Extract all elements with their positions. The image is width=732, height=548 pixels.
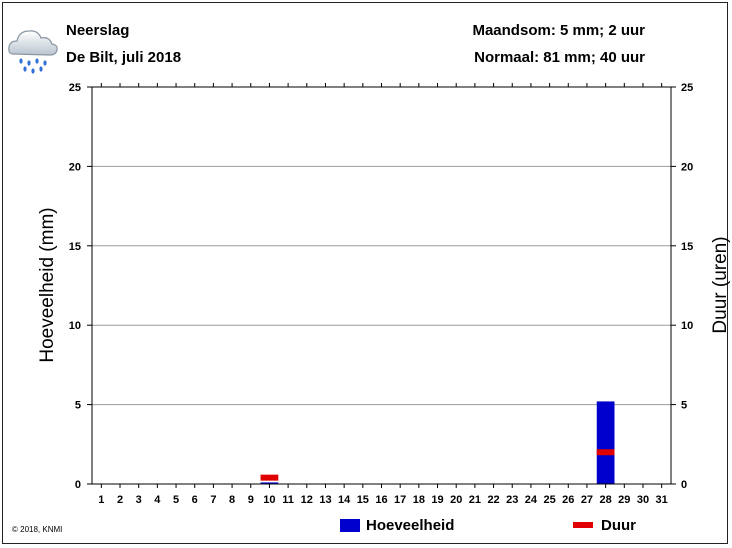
- x-tick-label: 29: [618, 494, 630, 506]
- copyright: © 2018, KNMI: [12, 525, 62, 534]
- x-tick-label: 23: [506, 494, 518, 506]
- duration-marker: [596, 449, 615, 456]
- amount-bar: [260, 482, 279, 484]
- x-tick-label: 21: [469, 494, 481, 506]
- y-tick-labels-right: 0 5 10 15 20 25: [681, 82, 693, 491]
- y-tick-label: 0: [75, 479, 81, 491]
- x-tick-label: 27: [581, 494, 593, 506]
- chart-subtitle: De Bilt, juli 2018: [66, 49, 181, 66]
- legend-swatch-amount: [340, 519, 360, 532]
- y2-tick-label: 5: [681, 400, 687, 412]
- grid-lines: [92, 165, 671, 406]
- x-tick-label: 6: [192, 494, 198, 506]
- x-tick-label: 7: [210, 494, 216, 506]
- x-tick-labels: 1 2 3 4 5 6 7 8 9 10 11 12 13 14 15 16 17 18 19 20 21 22 23 24 2…: [98, 494, 668, 506]
- y2-tick-label: 15: [681, 241, 693, 253]
- axes: [87, 83, 676, 488]
- amount-bars: [260, 401, 615, 484]
- legend: Hoeveelheid Duur: [340, 517, 636, 534]
- x-tick-label: 14: [338, 494, 351, 506]
- y-tick-label: 10: [69, 320, 81, 332]
- x-tick-label: 5: [173, 494, 179, 506]
- x-tick-label: 31: [656, 494, 668, 506]
- y2-tick-label: 20: [681, 161, 693, 173]
- y-axis-label-right: Duur (uren): [710, 236, 731, 333]
- duration-markers: [260, 449, 615, 481]
- y-tick-label: 5: [75, 400, 81, 412]
- x-tick-label: 22: [487, 494, 499, 506]
- x-tick-label: 26: [562, 494, 574, 506]
- x-tick-label: 20: [450, 494, 462, 506]
- plot-area-border: [91, 86, 672, 485]
- x-tick-label: 24: [525, 494, 538, 506]
- x-tick-label: 30: [637, 494, 649, 506]
- x-tick-label: 11: [282, 494, 294, 506]
- x-tick-label: 4: [154, 494, 161, 506]
- x-tick-label: 12: [301, 494, 313, 506]
- y-tick-labels-left: 0 5 10 15 20 25: [69, 82, 81, 491]
- legend-label-amount: Hoeveelheid: [366, 517, 454, 534]
- x-tick-label: 16: [375, 494, 387, 506]
- x-tick-label: 9: [248, 494, 254, 506]
- rain-cloud-icon: [8, 30, 58, 74]
- y2-tick-label: 25: [681, 82, 693, 94]
- x-tick-label: 18: [413, 494, 425, 506]
- y-axis-label-left: Hoeveelheid (mm): [37, 207, 58, 362]
- x-tick-label: 17: [394, 494, 406, 506]
- x-tick-label: 3: [136, 494, 142, 506]
- x-tick-label: 25: [543, 494, 555, 506]
- normal-value: Normaal: 81 mm; 40 uur: [474, 49, 645, 66]
- y-tick-label: 20: [69, 161, 81, 173]
- duration-marker: [260, 474, 279, 481]
- y2-tick-label: 0: [681, 479, 687, 491]
- x-tick-label: 2: [117, 494, 123, 506]
- x-tick-label: 8: [229, 494, 235, 506]
- amount-bar: [596, 401, 615, 484]
- y2-tick-label: 10: [681, 320, 693, 332]
- legend-label-duration: Duur: [601, 517, 636, 534]
- x-tick-label: 28: [600, 494, 612, 506]
- x-tick-label: 13: [319, 494, 331, 506]
- chart-title: Neerslag: [66, 22, 129, 39]
- x-tick-label: 15: [357, 494, 369, 506]
- y-tick-label: 25: [69, 82, 81, 94]
- x-tick-label: 19: [431, 494, 443, 506]
- x-tick-label: 1: [98, 494, 104, 506]
- y-tick-label: 15: [69, 241, 81, 253]
- x-tick-label: 10: [263, 494, 275, 506]
- monthly-sum: Maandsom: 5 mm; 2 uur: [472, 22, 645, 39]
- legend-swatch-duration: [573, 522, 593, 528]
